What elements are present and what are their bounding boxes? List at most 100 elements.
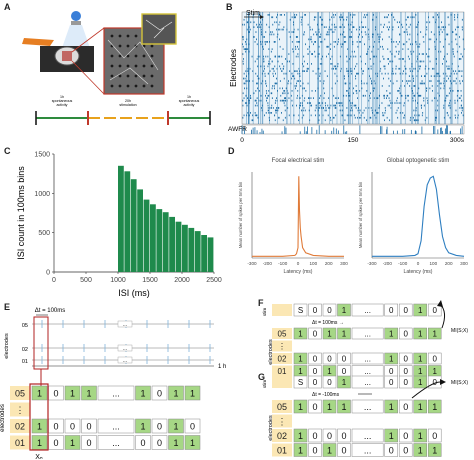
spike-mark [448, 104, 450, 107]
spike-mark [275, 72, 276, 75]
spike-mark [462, 80, 463, 82]
spike-mark [351, 36, 352, 38]
spike-mark [404, 114, 405, 117]
spike-mark [364, 31, 366, 33]
spike-mark [454, 14, 456, 16]
spike-mark [288, 97, 290, 99]
spike-mark [321, 18, 323, 21]
e-grid-cell-value: 1 [140, 389, 145, 399]
e-grid-cell-value: 0 [53, 389, 58, 399]
spike-mark [315, 90, 316, 92]
spike-mark [284, 14, 285, 16]
spike-mark [432, 90, 433, 92]
spike-mark [461, 104, 462, 107]
spike-mark [336, 102, 337, 104]
f-electrodes-label: electrodes [268, 339, 274, 365]
spike-mark [418, 94, 419, 97]
spike-mark [369, 58, 371, 60]
spike-mark [256, 75, 258, 77]
spike-mark [454, 16, 455, 19]
spike-mark [427, 102, 429, 104]
spike-mark [399, 33, 401, 36]
g-grid-cell [413, 443, 427, 457]
spike-mark [244, 87, 245, 90]
spike-mark [320, 94, 322, 97]
spike-mark [315, 107, 317, 109]
spike-mark [279, 14, 281, 16]
spike-mark [448, 23, 450, 26]
spike-mark [448, 67, 450, 70]
spike-mark [326, 75, 328, 77]
g-mi-arrow [411, 381, 441, 399]
spike-mark [306, 67, 308, 70]
spike-mark [406, 31, 408, 33]
f-grid-cell-value: 0 [342, 367, 347, 376]
spike-mark [293, 23, 294, 26]
spike-mark [318, 107, 320, 109]
spike-mark [271, 104, 273, 107]
spike-mark [409, 119, 411, 122]
panel-c-isi-histogram: 0 500 1000 1500 2000 2500 0 500 1000 1500 ISI (ms)… [16, 152, 222, 299]
g-grid-cell-value: 1 [389, 431, 394, 441]
spike-mark [271, 16, 273, 19]
spike-mark [389, 50, 391, 53]
spike-mark [357, 36, 359, 38]
spike-mark [409, 23, 411, 26]
spike-mark [403, 102, 405, 104]
spike-mark [307, 48, 309, 50]
e-grid-row-label-bg [10, 402, 30, 417]
spike-mark [405, 67, 407, 70]
spike-mark [350, 114, 352, 117]
g-grid-cell [384, 428, 398, 443]
e-grid-cell-value: ... [112, 438, 120, 448]
spike-mark [453, 72, 455, 75]
spike-mark [405, 18, 407, 21]
panel-e-letter: E [4, 302, 11, 312]
spike-mark [353, 92, 354, 95]
histogram-bar [150, 204, 156, 272]
spike-mark [267, 41, 268, 43]
spike-mark [420, 60, 421, 63]
spike-mark [377, 112, 378, 114]
spike-mark [333, 65, 335, 68]
g-stim-row-label-bg [272, 376, 292, 388]
spike-mark [399, 41, 400, 43]
spike-mark [267, 14, 269, 16]
spike-mark [356, 28, 358, 31]
spike-mark [395, 45, 397, 48]
spike-mark [257, 55, 259, 58]
spike-mark [375, 26, 377, 28]
spike-mark [311, 104, 312, 107]
spike-mark [391, 72, 393, 75]
spike-mark [304, 109, 306, 112]
spike-mark [292, 48, 294, 50]
spike-mark [279, 21, 281, 24]
histogram-bar [162, 212, 169, 272]
spike-mark [306, 70, 308, 72]
spike-mark [253, 14, 254, 16]
f-grid-cell [308, 352, 322, 365]
spike-mark [392, 67, 394, 70]
led-bulb-icon [71, 11, 81, 21]
spike-mark [268, 26, 270, 28]
spike-mark [333, 45, 335, 48]
spike-mark [362, 70, 364, 72]
spike-mark [339, 55, 341, 58]
spike-mark [292, 75, 294, 77]
spike-mark [388, 36, 390, 38]
spike-mark [302, 82, 304, 85]
spike-mark [359, 116, 360, 119]
spike-mark [311, 90, 313, 92]
spike-mark [414, 94, 416, 97]
e-window-bottom [29, 383, 49, 451]
spike-mark [245, 48, 246, 50]
spike-mark [287, 82, 289, 85]
g-grid-cell-value: 0 [403, 402, 408, 412]
spike-mark [259, 23, 260, 26]
spike-mark [303, 60, 305, 63]
spike-mark [256, 43, 258, 46]
spike-mark [422, 112, 424, 114]
spike-mark [319, 80, 321, 82]
spike-mark [314, 41, 316, 43]
spike-mark [242, 92, 244, 95]
